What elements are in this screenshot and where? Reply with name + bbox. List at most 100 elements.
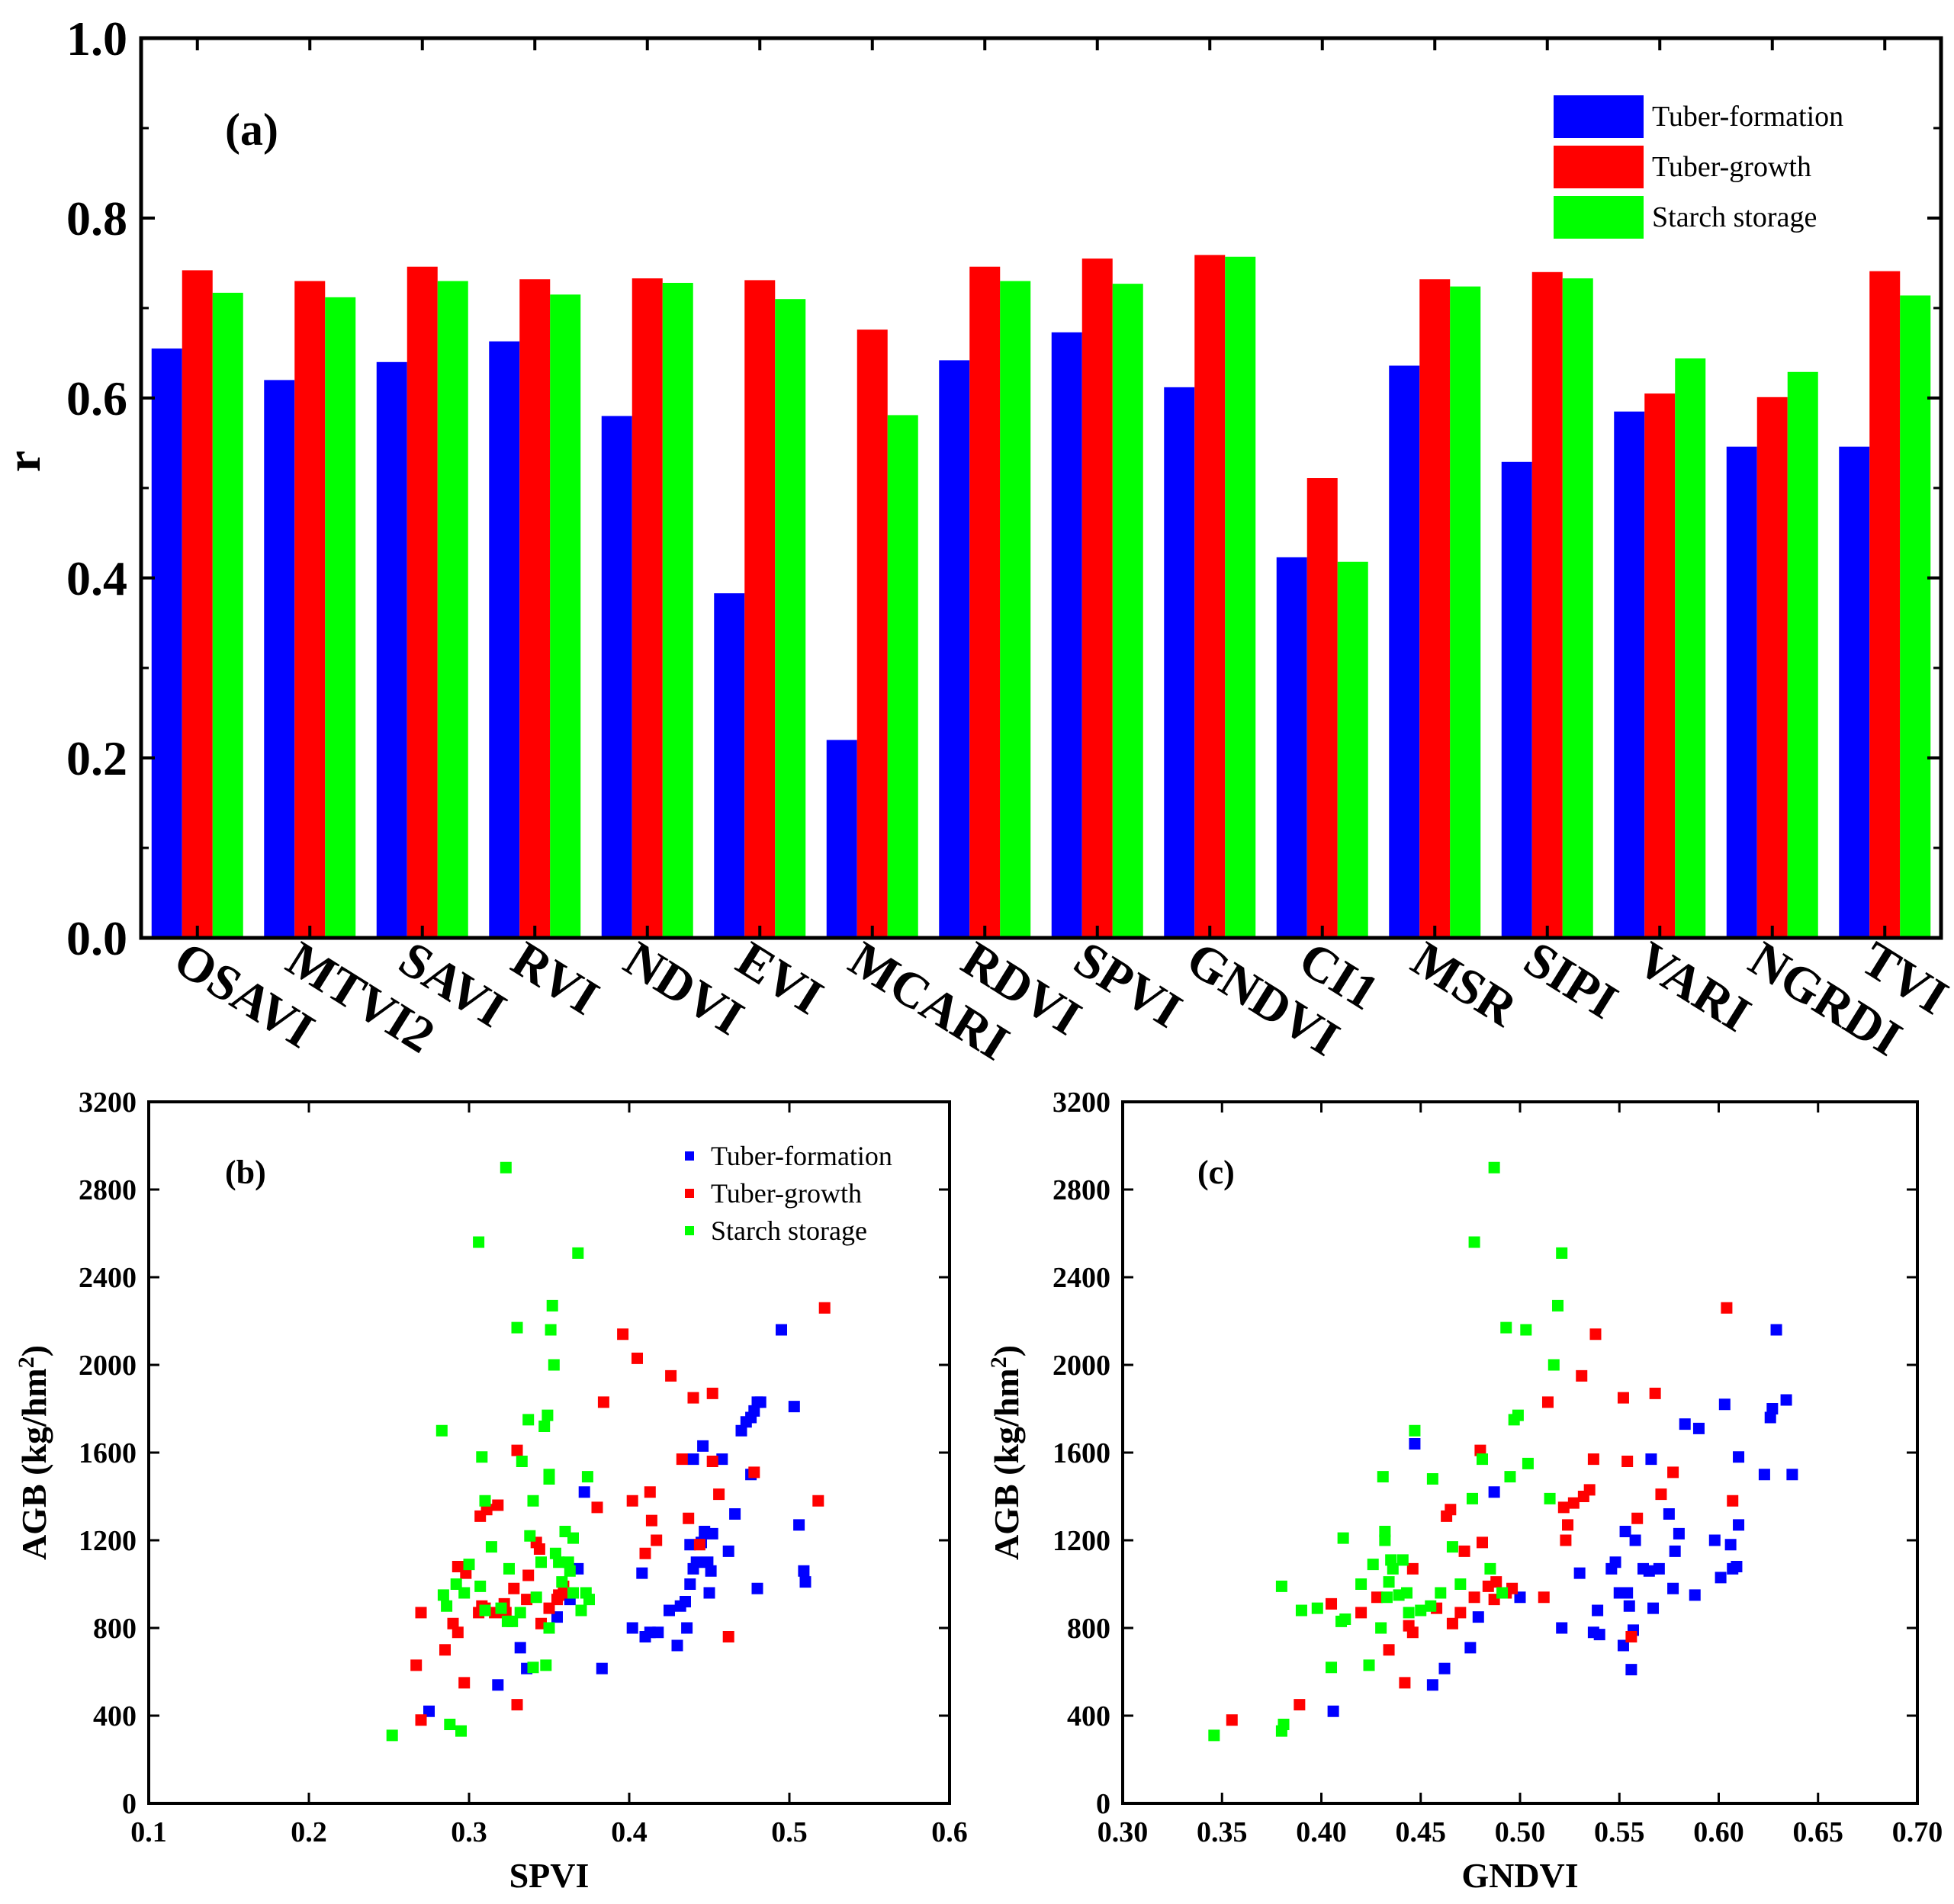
- bar-savi-tuber-formation: [376, 361, 407, 938]
- panel-b-point-starch-storage: [545, 1324, 557, 1336]
- bar-mcari-starch-storage: [887, 415, 918, 938]
- panel-b-point-tuber-growth: [713, 1488, 725, 1501]
- panel-c-point-starch-storage: [1275, 1580, 1287, 1592]
- panel-c-point-starch-storage: [1396, 1554, 1409, 1566]
- panel-c-point-tuber-growth: [1477, 1536, 1489, 1549]
- panel-b-point-tuber-growth: [511, 1699, 523, 1711]
- panel-b-y-tick-label: 1200: [79, 1525, 137, 1557]
- panel-c-point-tuber-formation: [1764, 1411, 1776, 1424]
- panel-c-point-tuber-growth: [1406, 1626, 1419, 1639]
- bar-evi-starch-storage: [775, 299, 806, 938]
- panel-c-x-tick-label: 0.60: [1693, 1816, 1744, 1848]
- bar-spvi-starch-storage: [1112, 284, 1143, 938]
- panel-b-x-tick-label: 0.2: [291, 1816, 327, 1848]
- panel-c-point-tuber-formation: [1573, 1567, 1586, 1579]
- panel-c-point-starch-storage: [1454, 1578, 1467, 1590]
- panel-b-point-tuber-growth: [511, 1444, 523, 1456]
- y-tick-label: 1.0: [66, 11, 127, 66]
- panel-c-point-tuber-formation: [1733, 1519, 1745, 1531]
- panel-c-point-starch-storage: [1556, 1247, 1568, 1259]
- panel-c-point-tuber-growth: [1355, 1607, 1367, 1619]
- panel-b-point-tuber-growth: [591, 1501, 603, 1514]
- panel-b-point-starch-storage: [530, 1591, 542, 1604]
- panel-c-x-tick-label: 0.30: [1098, 1816, 1149, 1848]
- panel-b-y-tick-label: 0: [122, 1788, 137, 1820]
- panel-b-legend: Tuber-formation Tuber-growth Starch storag…: [685, 1141, 892, 1246]
- panel-b-point-starch-storage: [444, 1719, 456, 1730]
- panel-b-point-tuber-growth: [645, 1514, 657, 1527]
- panel-b-point-starch-storage: [476, 1451, 488, 1463]
- panel-b-point-tuber-formation: [551, 1611, 563, 1623]
- panel-c-point-tuber-formation: [1327, 1705, 1339, 1717]
- panel-b-point-starch-storage: [463, 1559, 475, 1571]
- panel-b-point-tuber-formation: [729, 1508, 741, 1520]
- panel-b-legend-label: Tuber-formation: [711, 1141, 892, 1171]
- panel-c-point-tuber-growth: [1406, 1562, 1419, 1575]
- panel-c-point-starch-storage: [1311, 1602, 1323, 1614]
- panel-c-point-tuber-growth: [1727, 1495, 1739, 1507]
- panel-b-point-tuber-formation: [798, 1565, 810, 1577]
- panel-b-point-tuber-formation: [514, 1642, 526, 1654]
- panel-b-point-starch-storage: [479, 1604, 491, 1617]
- panel-c-point-tuber-growth: [1621, 1456, 1634, 1467]
- bar-rvi-tuber-formation: [489, 341, 520, 938]
- panel-c-point-tuber-growth: [1576, 1369, 1588, 1382]
- panel-c-point-starch-storage: [1385, 1554, 1397, 1566]
- panel-b-y-tick-label: 3200: [79, 1087, 137, 1119]
- panel-c-point-starch-storage: [1379, 1526, 1391, 1537]
- panel-c-point-tuber-formation: [1667, 1582, 1679, 1594]
- panel-b-point-starch-storage: [575, 1604, 587, 1617]
- panel-b-point-tuber-growth: [439, 1644, 451, 1656]
- panel-b-point-starch-storage: [556, 1576, 568, 1588]
- panel-c-point-tuber-growth: [1560, 1534, 1572, 1546]
- panel-c-x-tick-label: 0.45: [1396, 1816, 1447, 1848]
- panel-c-point-tuber-growth: [1506, 1582, 1519, 1594]
- panel-b-ylabel: AGB (kg/hm2): [14, 1345, 54, 1560]
- panel-c-point-tuber-formation: [1679, 1418, 1691, 1430]
- panel-c-point-tuber-growth: [1587, 1453, 1599, 1466]
- panel-c-point-tuber-formation: [1621, 1587, 1634, 1599]
- panel-b-point-starch-storage: [506, 1615, 519, 1627]
- panel-b-point-tuber-formation: [748, 1405, 760, 1417]
- panel-b-point-starch-storage: [386, 1729, 398, 1742]
- panel-b-point-starch-storage: [535, 1556, 547, 1568]
- panel-b-point-starch-storage: [567, 1587, 579, 1599]
- bar-mtvi2-starch-storage: [325, 297, 356, 939]
- panel-c-point-starch-storage: [1500, 1321, 1512, 1334]
- panel-b-point-tuber-growth: [706, 1456, 718, 1467]
- panel-b-point-starch-storage: [546, 1299, 558, 1312]
- panel-b-point-tuber-formation: [697, 1440, 709, 1452]
- bar-mtvi2-tuber-growth: [294, 281, 326, 939]
- panel-c-point-tuber-formation: [1629, 1534, 1641, 1546]
- panel-b-point-tuber-growth: [543, 1602, 555, 1614]
- panel-b-point-tuber-growth: [415, 1714, 427, 1726]
- panel-c-point-tuber-formation: [1647, 1602, 1660, 1614]
- panel-c-point-starch-storage: [1377, 1471, 1389, 1483]
- panel-c-point-tuber-formation: [1766, 1403, 1779, 1414]
- panel-c-point-tuber-formation: [1619, 1526, 1631, 1537]
- panel-c-point-starch-storage: [1425, 1600, 1437, 1612]
- panel-c-point-tuber-formation: [1625, 1664, 1637, 1676]
- panel-c-point-tuber-formation: [1692, 1422, 1705, 1434]
- panel-c-y-tick-label: 2800: [1053, 1174, 1110, 1206]
- panel-b-point-starch-storage: [549, 1547, 561, 1559]
- panel-c-x-tick-label: 0.65: [1793, 1816, 1844, 1848]
- panel-b-point-tuber-growth: [812, 1495, 824, 1507]
- panel-c-point-starch-storage: [1277, 1719, 1290, 1730]
- bar-gndvi-starch-storage: [1225, 256, 1256, 938]
- bar-mtvi2-tuber-formation: [264, 380, 295, 938]
- panel-c-point-tuber-growth: [1446, 1617, 1458, 1629]
- panel-c-point-tuber-formation: [1623, 1600, 1635, 1612]
- panel-c-point-tuber-formation: [1645, 1453, 1657, 1466]
- panel-b-point-tuber-formation: [636, 1567, 648, 1579]
- panel-b-point-starch-storage: [572, 1247, 584, 1259]
- panel-b-scatter-chart: 0 400 800 1200 1600 2000 2400 2800 3200 0.1 0.2 0.3…: [14, 1087, 968, 1895]
- panel-b-point-tuber-growth: [748, 1466, 760, 1479]
- panel-b-point-tuber-growth: [683, 1512, 695, 1524]
- panel-b-point-tuber-growth: [533, 1543, 545, 1555]
- panel-b-point-starch-storage: [503, 1562, 515, 1575]
- panel-c-point-starch-storage: [1522, 1457, 1534, 1469]
- panel-c-point-tuber-formation: [1643, 1565, 1655, 1577]
- panel-b-point-tuber-growth: [706, 1387, 718, 1399]
